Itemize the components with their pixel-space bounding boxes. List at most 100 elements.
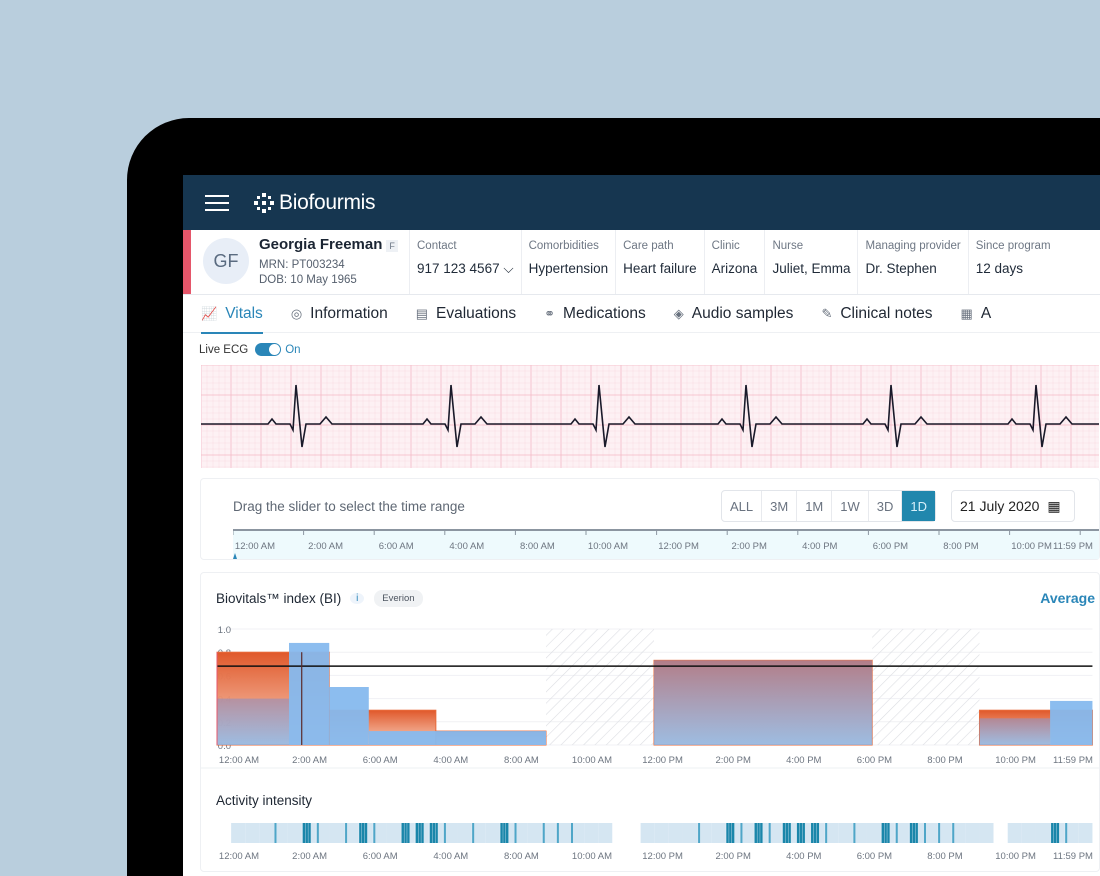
activity-chart: 12:00 AM 2:00 AM 6:00 AM 4:00 AM 8:00 AM 10:0… [217, 823, 1093, 862]
activity-mark [429, 823, 433, 843]
field-value: Dr. Stephen [865, 261, 937, 276]
tab-label: Audio samples [691, 305, 794, 322]
tab-medications[interactable]: ⚭ Medications [544, 295, 646, 333]
bi-bar [368, 731, 546, 745]
activity-mark [415, 823, 419, 843]
timeline-tick-label: 8:00 AM [520, 541, 555, 552]
field-label: Since program [975, 240, 1051, 252]
range-option-3m[interactable]: 3M [761, 491, 796, 521]
no-data-region [872, 629, 980, 745]
tab-clinical-notes[interactable]: ✎ Clinical notes [821, 295, 932, 333]
average-link[interactable]: Average [1040, 590, 1095, 606]
range-selector: ALL 3M 1M 1W 3D 1D [721, 490, 937, 522]
range-option-1m[interactable]: 1M [796, 491, 831, 521]
range-option-1d[interactable]: 1D [901, 491, 936, 521]
activity-mark [740, 823, 743, 843]
patient-field: Care path Heart failure [615, 230, 704, 294]
tab-evaluations[interactable]: ▤ Evaluations [416, 295, 516, 333]
range-option-1w[interactable]: 1W [831, 491, 868, 521]
live-ecg-toggle[interactable] [255, 343, 282, 356]
activity-cell [259, 823, 274, 843]
timeline-tick-label: 6:00 AM [379, 541, 414, 552]
activity-cell [626, 823, 641, 843]
bi-chart: 0.00.20.40.60.81.012:00 AM2:00 AM6:00 AM… [201, 625, 1099, 769]
tab-icon: ✎ [821, 306, 833, 321]
activity-cell [329, 823, 345, 843]
activity-title: Activity intensity [216, 793, 313, 808]
patient-field[interactable]: Contact 917 123 4567 ⌵ [409, 230, 521, 294]
range-option-all[interactable]: ALL [730, 498, 754, 514]
tab-information[interactable]: ◎ Information [291, 295, 388, 333]
field-value: Arizona [711, 261, 758, 276]
field-value: Hypertension [528, 261, 609, 276]
activity-cell [612, 823, 627, 843]
biovitals-card: Biovitals™ index (BI) i Everion Average 0.… [200, 572, 1100, 872]
x-tick-label: 11:59 PM [1053, 755, 1093, 766]
range-hint: Drag the slider to select the time range [233, 499, 465, 514]
timeline-tick-label: 2:00 AM [308, 541, 343, 552]
tab-audio-samples[interactable]: ◈ Audio samples [674, 295, 794, 333]
tab-label: Evaluations [436, 305, 517, 322]
timeline-tick-label: 12:00 PM [658, 541, 699, 552]
activity-mark [407, 823, 410, 843]
activity-mark [359, 823, 362, 843]
activity-cell [541, 823, 556, 843]
calendar-icon: ▦ [1047, 497, 1061, 514]
field-value: 12 days [975, 261, 1024, 276]
x-tick-label: 8:00 PM [927, 755, 962, 766]
timeline-tick-label: 8:00 PM [943, 541, 978, 552]
live-ecg-label: Live ECG [199, 343, 249, 356]
tab-vitals[interactable]: 📈 Vitals [201, 295, 263, 334]
activity-tick-label: 4:00 PM [786, 851, 821, 862]
activity-cell [555, 823, 570, 843]
bi-bar [217, 698, 290, 745]
activity-cell [640, 823, 655, 843]
activity-mark [443, 823, 446, 843]
activity-mark [542, 823, 545, 843]
field-value: Juliet, Emma [772, 261, 851, 276]
tab-a[interactable]: ▦ A [961, 295, 992, 333]
activity-cell [937, 823, 952, 843]
activity-cell [217, 823, 232, 843]
activity-cell [442, 823, 458, 843]
activity-tick-label: 2:00 AM [292, 851, 327, 862]
activity-cell [711, 823, 726, 843]
patient-field: Managing provider Dr. Stephen [857, 230, 967, 294]
brand-logo[interactable]: Biofourmis [253, 191, 376, 215]
activity-mark [884, 823, 887, 843]
activity-cell [838, 823, 853, 843]
x-tick-label: 12:00 AM [219, 755, 259, 766]
activity-mark [729, 823, 732, 843]
patient-name[interactable]: Georgia Freeman [259, 236, 383, 253]
activity-mark [887, 823, 890, 843]
activity-cell [979, 823, 994, 843]
activity-mark [1053, 823, 1057, 843]
activity-tick-label: 2:00 PM [716, 851, 751, 862]
activity-cell [287, 823, 302, 843]
patient-dob: DOB: 10 May 1965 [259, 274, 357, 286]
tab-icon: 📈 [201, 306, 218, 321]
field-label: Comorbidities [528, 240, 599, 252]
activity-mark [500, 823, 503, 843]
activity-tick-label: 10:00 PM [995, 851, 1036, 862]
tab-label: Information [310, 305, 388, 322]
x-tick-label: 2:00 PM [716, 755, 751, 766]
activity-mark [1051, 823, 1054, 843]
activity-mark [571, 823, 573, 843]
activity-mark [514, 823, 517, 843]
date-picker[interactable]: 21 July 2020 ▦ [951, 490, 1075, 522]
ecg-grid-bg [201, 365, 1099, 468]
ecg-trace [201, 384, 1099, 448]
range-option-3d[interactable]: 3D [867, 491, 902, 521]
info-icon[interactable]: i [350, 593, 365, 604]
bi-bar [289, 642, 330, 745]
activity-cell [372, 823, 387, 843]
menu-icon[interactable] [205, 194, 229, 211]
time-slider[interactable]: 12:00 AM 2:00 AM 6:00 AM 4:00 AM 8:00 AM 10:0… [233, 529, 1099, 559]
activity-mark [698, 823, 701, 843]
tab-icon: ⚭ [544, 306, 556, 321]
x-tick-label: 12:00 PM [642, 755, 683, 766]
activity-mark [418, 823, 421, 843]
activity-cell [1007, 823, 1022, 843]
sex-badge: F [386, 240, 398, 252]
